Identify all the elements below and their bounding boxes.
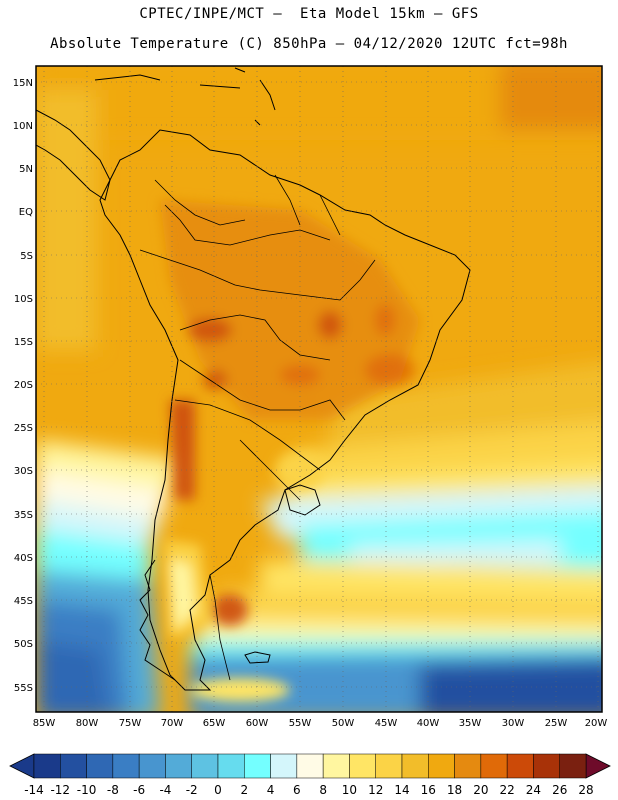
colorbar-label: 8 — [319, 783, 327, 797]
header-line-2: Absolute Temperature (C) 850hPa – 04/12/… — [50, 36, 568, 52]
colorbar-label: 26 — [552, 783, 567, 797]
caribbean-islands — [94, 67, 276, 126]
coastlines-and-borders — [36, 67, 471, 691]
colorbar-swatch — [322, 753, 350, 779]
colorbar-swatch — [375, 753, 403, 779]
colorbar-swatch — [296, 753, 324, 779]
colorbar-label: 22 — [500, 783, 515, 797]
colorbar-swatch — [217, 753, 245, 779]
lon-label: 30W — [502, 718, 525, 729]
lon-label: 45W — [375, 718, 398, 729]
colorbar-swatch — [165, 753, 192, 779]
colorbar-swatch — [480, 753, 508, 779]
colorbar-swatch — [349, 753, 376, 779]
lon-label: 65W — [203, 718, 226, 729]
colorbar-left-arrow — [9, 753, 35, 779]
lat-label: 10S — [14, 294, 33, 305]
lon-label: 25W — [545, 718, 568, 729]
colorbar-label: -14 — [24, 783, 44, 797]
lat-label: 45S — [14, 596, 33, 607]
lat-label: 5S — [20, 251, 33, 262]
colorbar-swatch — [86, 753, 114, 779]
colorbar: -14 -12 -10 -8 -6 -4 -2 0 2 4 6 8 10 12 14 16 18 20 22 24 26… — [9, 753, 611, 797]
lon-label: 35W — [459, 718, 482, 729]
lon-label: 80W — [76, 718, 99, 729]
lat-label: 25S — [14, 423, 33, 434]
colorbar-swatch — [454, 753, 482, 779]
colorbar-right-arrow — [585, 753, 611, 779]
lon-label: 85W — [33, 718, 56, 729]
colorbar-label: -8 — [107, 783, 119, 797]
colorbar-swatch — [33, 753, 61, 779]
colorbar-swatch — [506, 753, 534, 779]
colorbar-label: 28 — [578, 783, 593, 797]
lon-label: 20W — [585, 718, 608, 729]
colorbar-swatch — [191, 753, 219, 779]
lat-label: EQ — [19, 207, 33, 218]
colorbar-label: -2 — [186, 783, 198, 797]
colorbar-label: 12 — [368, 783, 383, 797]
colorbar-label: 24 — [526, 783, 541, 797]
colorbar-swatch — [138, 753, 166, 779]
colorbar-label: -12 — [50, 783, 70, 797]
lon-label: 60W — [246, 718, 269, 729]
country-borders — [139, 174, 376, 681]
longitude-labels: 85W 80W 75W 70W 65W 60W 55W 50W 45W 40W … — [33, 718, 608, 729]
colorbar-swatch — [112, 753, 140, 779]
colorbar-swatch — [533, 753, 560, 779]
colorbar-label: 14 — [394, 783, 409, 797]
lat-label: 40S — [14, 553, 33, 564]
lon-label: 40W — [417, 718, 440, 729]
lon-label: 75W — [119, 718, 142, 729]
colorbar-label: -6 — [133, 783, 145, 797]
header-line-1: CPTEC/INPE/MCT – Eta Model 15km – GFS — [139, 6, 479, 22]
lat-label: 10N — [13, 121, 33, 132]
colorbar-label: 16 — [421, 783, 436, 797]
colorbar-swatch — [559, 753, 587, 779]
latitude-labels: 15N 10N 5N EQ 5S 10S 15S 20S 25S 30S 35S… — [13, 78, 33, 694]
colorbar-label: 18 — [447, 783, 462, 797]
lat-label: 15S — [14, 337, 33, 348]
colorbar-label: -10 — [77, 783, 97, 797]
colorbar-swatch — [244, 753, 271, 779]
colorbar-swatch — [428, 753, 455, 779]
lat-label: 35S — [14, 510, 33, 521]
colorbar-swatch — [270, 753, 298, 779]
colorbar-label: 0 — [214, 783, 222, 797]
lat-label: 55S — [14, 683, 33, 694]
colorbar-label: -4 — [159, 783, 171, 797]
colorbar-label: 10 — [342, 783, 357, 797]
falklands — [244, 651, 271, 664]
lon-label: 55W — [289, 718, 312, 729]
lat-label: 15N — [13, 78, 33, 89]
colorbar-swatch — [401, 753, 429, 779]
colorbar-label: 6 — [293, 783, 301, 797]
colorbar-swatch — [60, 753, 87, 779]
lon-label: 70W — [161, 718, 184, 729]
colorbar-label: 4 — [267, 783, 275, 797]
south-america-outline — [99, 129, 471, 691]
map-frame — [35, 65, 603, 713]
lat-label: 20S — [14, 380, 33, 391]
colorbar-label: 2 — [240, 783, 248, 797]
lat-label: 50S — [14, 639, 33, 650]
colorbar-label: 20 — [473, 783, 488, 797]
central-america-outline — [36, 109, 111, 201]
lat-label: 5N — [19, 164, 33, 175]
lon-label: 50W — [332, 718, 355, 729]
temperature-field — [36, 66, 602, 712]
lat-label: 30S — [14, 466, 33, 477]
